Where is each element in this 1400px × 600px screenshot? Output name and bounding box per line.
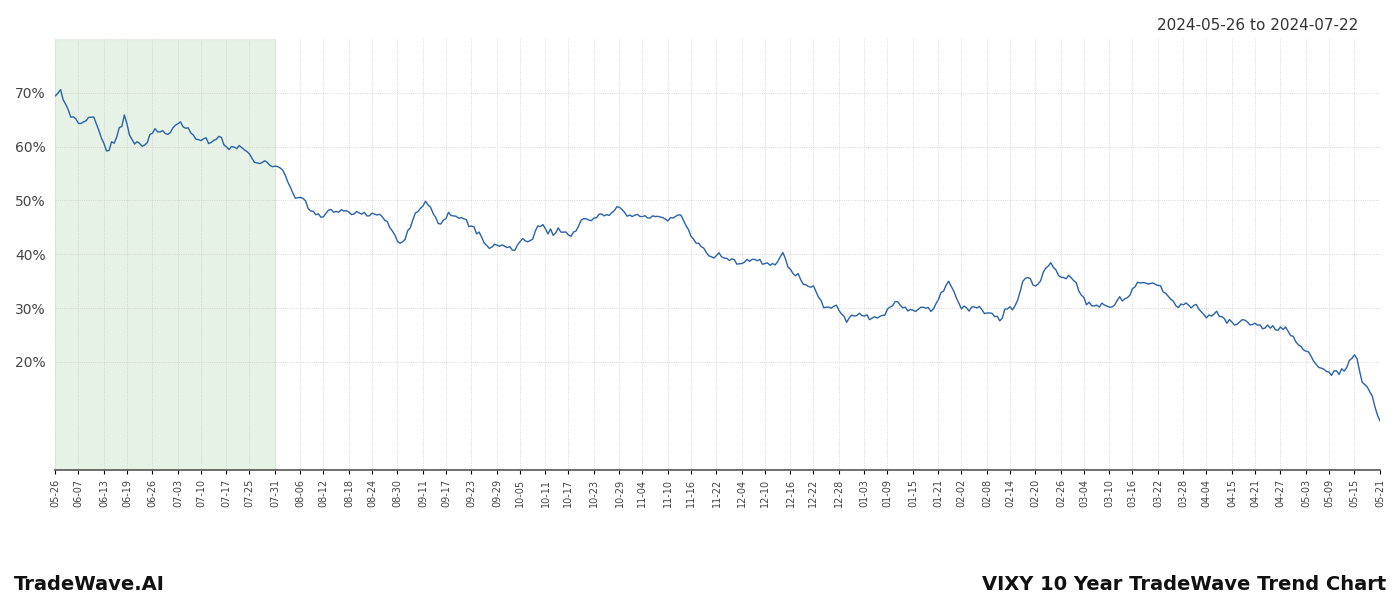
Text: 2024-05-26 to 2024-07-22: 2024-05-26 to 2024-07-22 — [1156, 18, 1358, 33]
Bar — [56, 39, 274, 470]
Text: TradeWave.AI: TradeWave.AI — [14, 575, 165, 594]
Text: VIXY 10 Year TradeWave Trend Chart: VIXY 10 Year TradeWave Trend Chart — [981, 575, 1386, 594]
